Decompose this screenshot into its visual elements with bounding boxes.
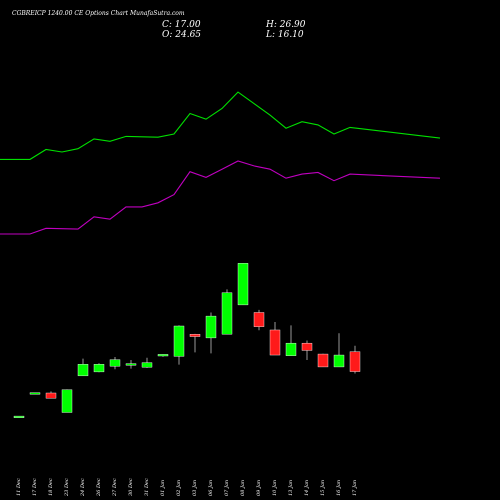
candle-body <box>333 354 345 368</box>
close-value: C: 17.00 <box>162 20 201 30</box>
candle <box>125 360 137 369</box>
candle-body <box>189 334 201 337</box>
candle <box>173 325 185 365</box>
x-tick-label: 17 Jan <box>352 480 358 496</box>
x-tick-label: 23 Dec <box>64 478 70 497</box>
x-tick-label: 02 Jan <box>176 480 182 496</box>
candle-body <box>285 342 297 356</box>
candle <box>221 289 233 335</box>
candle-body <box>349 351 361 372</box>
candle-body <box>173 325 185 357</box>
low-value: L: 16.10 <box>265 30 304 40</box>
x-tick-label: 01 Jan <box>160 480 166 496</box>
candles <box>13 263 361 418</box>
indicator-lines <box>0 91 441 235</box>
chart-title: CGBREICP 1240.00 CE Options Chart Munafa… <box>12 10 185 17</box>
candle-body <box>141 362 153 368</box>
candle-body <box>109 359 121 367</box>
candle-body <box>13 415 25 418</box>
x-tick-label: 27 Dec <box>112 478 118 497</box>
candle <box>13 415 25 418</box>
x-tick-label: 14 Jan <box>304 480 310 496</box>
candle-body <box>317 353 329 368</box>
candle-body <box>45 392 57 399</box>
candle-body <box>125 363 137 366</box>
candle-body <box>269 329 281 356</box>
x-tick-label: 11 Dec <box>16 478 22 496</box>
x-tick-label: 17 Dec <box>32 478 38 496</box>
candle <box>269 322 281 356</box>
candle <box>301 340 313 360</box>
candle <box>205 312 217 354</box>
candle-body <box>237 263 249 306</box>
candle <box>93 363 105 373</box>
x-tick-label: 07 Jan <box>224 480 230 496</box>
x-tick-label: 10 Jan <box>272 480 278 496</box>
ema-long-line <box>0 91 441 160</box>
x-axis-ticks: 11 Dec 17 Dec 18 Dec 23 Dec 24 Dec 26 Dec 27 D… <box>16 478 358 497</box>
candle <box>109 357 121 370</box>
open-value: O: 24.65 <box>162 30 201 40</box>
candle <box>45 391 57 399</box>
x-tick-label: 03 Jan <box>192 480 198 496</box>
candle-body <box>29 392 41 395</box>
candle-body <box>301 342 313 351</box>
x-tick-label: 06 Jan <box>208 480 214 496</box>
candle <box>349 345 361 374</box>
candle <box>253 309 265 331</box>
candle <box>237 263 249 306</box>
candle-body <box>77 364 89 377</box>
x-tick-label: 26 Dec <box>96 478 102 497</box>
candle <box>29 392 41 395</box>
candle <box>141 357 153 368</box>
x-tick-label: 13 Jan <box>288 480 294 496</box>
x-tick-label: 09 Jan <box>256 480 262 496</box>
candle-body <box>253 312 265 327</box>
candle-body <box>221 292 233 335</box>
x-tick-label: 08 Jan <box>240 480 246 496</box>
candle <box>77 358 89 377</box>
candle <box>285 325 297 357</box>
candle-body <box>61 389 73 413</box>
x-tick-label: 16 Jan <box>336 480 342 496</box>
candle <box>189 333 201 353</box>
x-tick-label: 15 Jan <box>320 480 326 496</box>
candle <box>157 354 169 357</box>
x-tick-label: 30 Dec <box>128 478 134 496</box>
candle-body <box>157 354 169 357</box>
ema-short-line <box>0 160 441 235</box>
high-value: H: 26.90 <box>265 20 306 30</box>
candle-body <box>205 315 217 339</box>
x-tick-label: 31 Dec <box>144 478 150 496</box>
x-tick-label: 24 Dec <box>80 478 86 497</box>
x-tick-label: 18 Dec <box>48 478 54 496</box>
candle <box>333 333 345 368</box>
candle <box>61 389 73 413</box>
candle <box>317 353 329 368</box>
candle-body <box>93 364 105 373</box>
